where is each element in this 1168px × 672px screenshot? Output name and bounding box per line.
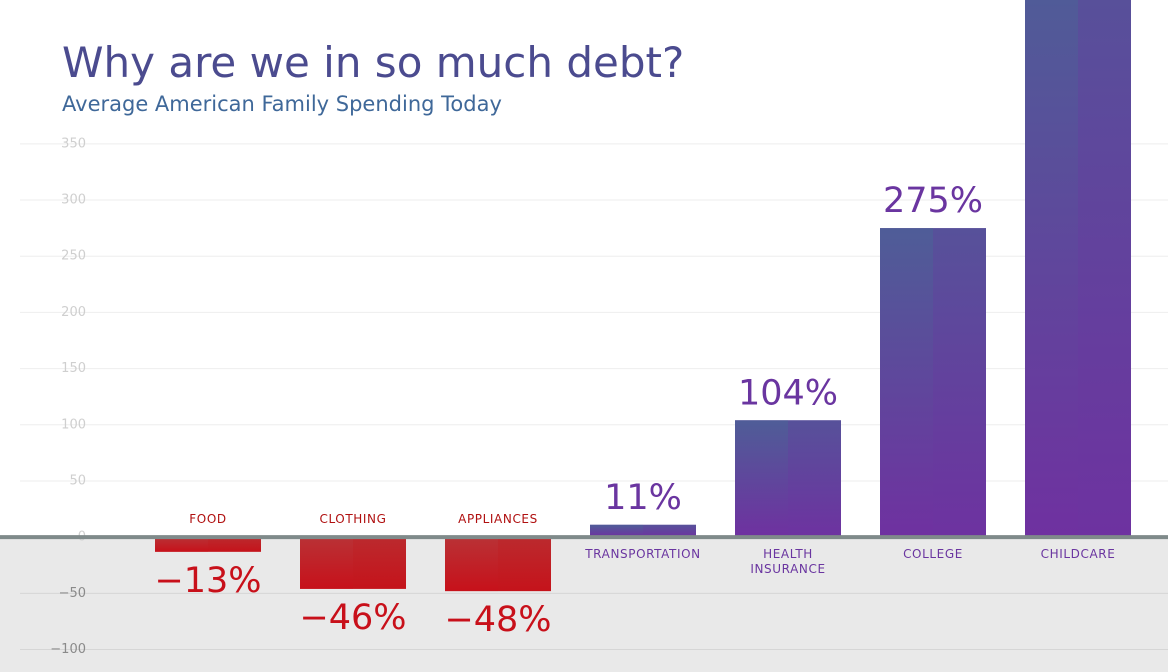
y-tick-label: 350 bbox=[61, 136, 86, 151]
value-label: −48% bbox=[444, 600, 551, 640]
x-tick-label: APPLIANCES bbox=[458, 512, 538, 527]
value-label: 104% bbox=[738, 373, 838, 413]
x-tick-label: FOOD bbox=[189, 512, 227, 527]
y-tick-label: −100 bbox=[50, 642, 86, 657]
bar-shade bbox=[788, 420, 841, 538]
bar-shade bbox=[445, 537, 498, 592]
chart-title: Why are we in so much debt? bbox=[62, 38, 685, 87]
y-tick-label: 150 bbox=[61, 361, 86, 376]
value-label: 11% bbox=[604, 478, 682, 518]
y-tick-label: 200 bbox=[61, 305, 86, 320]
bar-shade bbox=[590, 524, 643, 538]
bar-shade bbox=[353, 537, 406, 589]
x-tick-label: CHILDCARE bbox=[1040, 547, 1116, 562]
x-tick-label: COLLEGE bbox=[903, 547, 963, 562]
value-label: −46% bbox=[299, 598, 406, 638]
x-tick-label: HEALTH INSURANCE bbox=[750, 547, 826, 577]
x-tick-label: CLOTHING bbox=[319, 512, 387, 527]
value-label: 275% bbox=[883, 181, 983, 221]
bar-shade bbox=[300, 537, 353, 589]
chart-subtitle: Average American Family Spending Today bbox=[62, 92, 502, 116]
y-tick-label: 50 bbox=[69, 473, 86, 488]
bar-shade bbox=[1025, 0, 1078, 538]
bar-shade bbox=[1078, 0, 1131, 538]
y-tick-label: 250 bbox=[61, 249, 86, 264]
y-tick-label: −50 bbox=[59, 586, 86, 601]
y-tick-label: 100 bbox=[61, 417, 86, 432]
bar-shade bbox=[933, 228, 986, 538]
bar-shade bbox=[498, 537, 551, 592]
x-tick-label: TRANSPORTATION bbox=[585, 547, 701, 562]
bar-shade bbox=[643, 524, 696, 538]
bar-shade bbox=[155, 537, 208, 552]
negative-region bbox=[0, 537, 1168, 672]
bar-shade bbox=[880, 228, 933, 538]
bar-shade bbox=[208, 537, 261, 552]
bar-shade bbox=[735, 420, 788, 538]
y-tick-label: 300 bbox=[61, 193, 86, 208]
value-label: −13% bbox=[154, 561, 261, 601]
